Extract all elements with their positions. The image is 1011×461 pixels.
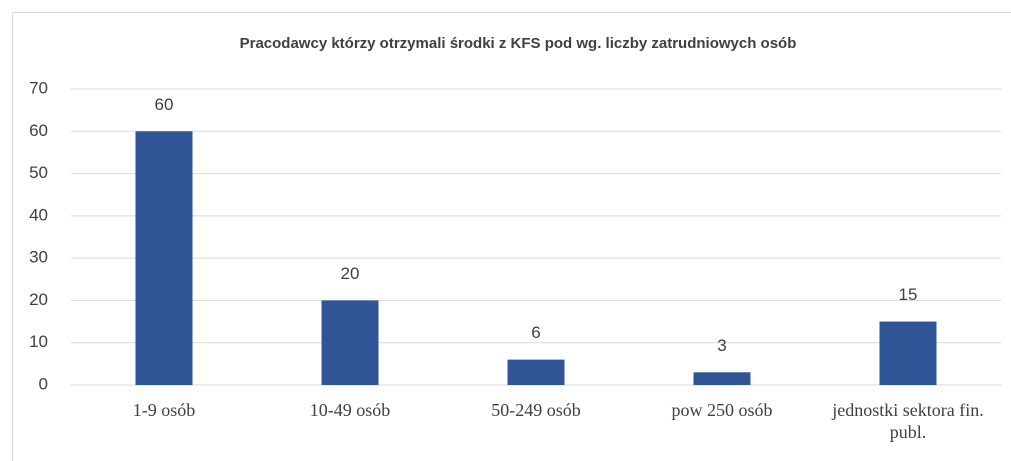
data-label: 6 (531, 323, 540, 342)
x-tick-label: 10-49 osób (309, 400, 391, 420)
x-tick-label: 50-249 osób (491, 400, 581, 420)
x-tick-label: 1-9 osób (132, 400, 196, 420)
data-label: 15 (899, 285, 918, 304)
x-tick-label: pow 250 osób (671, 400, 773, 420)
y-tick-label: 70 (29, 78, 48, 97)
data-label: 60 (155, 95, 174, 114)
y-tick-label: 50 (29, 163, 48, 182)
chart-border (12, 12, 1011, 461)
y-tick-label: 20 (29, 290, 48, 309)
x-tick-label: jednostki sektora fin. publ. (832, 400, 984, 442)
y-tick-label: 10 (29, 332, 48, 351)
bar (321, 300, 379, 385)
data-label: 3 (717, 336, 726, 355)
y-tick-label: 0 (39, 374, 48, 393)
y-tick-label: 40 (29, 205, 48, 224)
y-tick-label: 30 (29, 248, 48, 267)
chart-title: Pracodawcy którzy otrzymali środki z KFS… (240, 35, 797, 52)
bar (879, 321, 937, 385)
bar (507, 359, 565, 385)
y-tick-label: 60 (29, 121, 48, 140)
bar (693, 372, 751, 385)
data-label: 20 (341, 264, 360, 283)
bar (135, 131, 193, 385)
